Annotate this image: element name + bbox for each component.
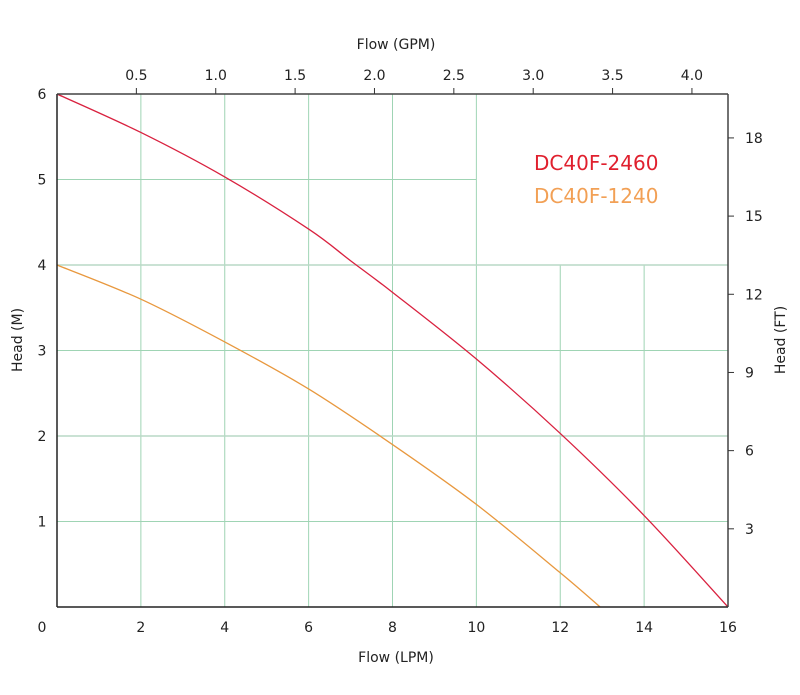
y2-tick-label: 9 bbox=[745, 365, 754, 381]
x-axis-title: Flow (LPM) bbox=[358, 650, 434, 666]
x-tick-label: 8 bbox=[388, 620, 397, 636]
y2-tick-label: 6 bbox=[745, 444, 754, 460]
x-tick-label: 2 bbox=[136, 620, 145, 636]
y2-axis-title: Head (FT) bbox=[773, 306, 789, 374]
x2-tick-label: 3.0 bbox=[522, 68, 544, 84]
x2-tick-label: 1.0 bbox=[205, 68, 227, 84]
y-axis-title: Head (M) bbox=[10, 308, 26, 372]
x-tick-label: 0 bbox=[38, 620, 47, 636]
y-tick-label: 4 bbox=[38, 258, 47, 274]
series-line-dc40f-2460 bbox=[56, 93, 729, 608]
x-tick-label: 10 bbox=[467, 620, 485, 636]
legend-entry-dc40f-1240: DC40F-1240 bbox=[534, 184, 658, 208]
grid bbox=[57, 94, 728, 607]
x-tick-label: 4 bbox=[220, 620, 229, 636]
legend-entry-dc40f-2460: DC40F-2460 bbox=[534, 151, 658, 175]
y2-tick-label: 3 bbox=[745, 522, 754, 538]
x-tick-label: 6 bbox=[304, 620, 313, 636]
x2-tick-label: 2.5 bbox=[443, 68, 465, 84]
curves bbox=[56, 93, 729, 608]
y2-tick-label: 12 bbox=[745, 287, 763, 303]
y2-tick-label: 15 bbox=[745, 209, 763, 225]
x2-axis-title: Flow (GPM) bbox=[357, 37, 436, 53]
x2-tick-label: 0.5 bbox=[125, 68, 147, 84]
y-tick-label: 1 bbox=[38, 515, 47, 531]
y2-tick-label: 18 bbox=[745, 131, 763, 147]
x-tick-label: 16 bbox=[719, 620, 737, 636]
y-tick-label: 6 bbox=[38, 87, 47, 103]
series-line-dc40f-1240 bbox=[56, 264, 601, 608]
x2-tick-label: 1.5 bbox=[284, 68, 306, 84]
x2-tick-label: 3.5 bbox=[601, 68, 623, 84]
y-tick-label: 3 bbox=[38, 344, 47, 360]
x2-tick-label: 2.0 bbox=[363, 68, 385, 84]
x2-tick-label: 4.0 bbox=[681, 68, 703, 84]
y-tick-label: 2 bbox=[38, 429, 47, 445]
x-tick-label: 14 bbox=[635, 620, 653, 636]
y-tick-label: 5 bbox=[38, 173, 47, 189]
x-tick-label: 12 bbox=[551, 620, 569, 636]
